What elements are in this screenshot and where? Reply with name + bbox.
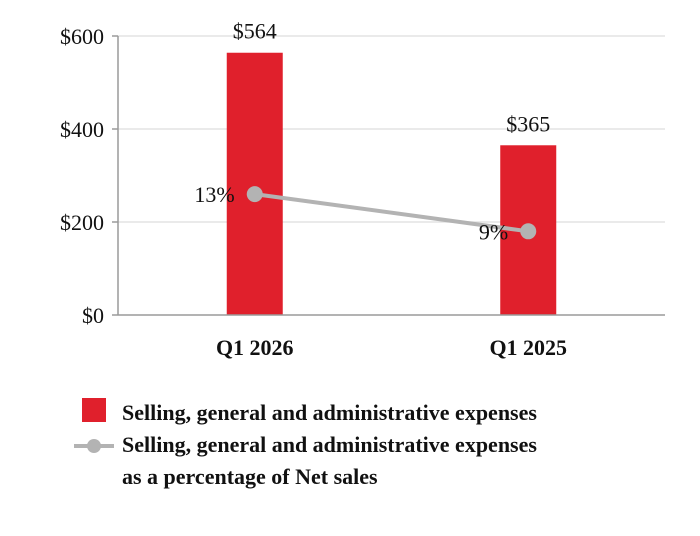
y-tick-label: $400 [60,117,104,142]
percentage-line [246,186,537,240]
y-tick-label: $600 [60,24,104,49]
gridlines [118,35,665,223]
legend-swatch-bar [82,398,106,422]
legend-label-line-2: as a percentage of Net sales [122,464,378,489]
percentage-point [520,223,537,240]
bars [226,52,557,316]
y-tick-label: $0 [82,303,104,328]
x-axis-ticks: Q1 2026 Q1 2025 [216,335,567,360]
legend-label-bar: Selling, general and administrative expe… [122,400,537,425]
percentage-point [246,186,263,203]
y-tick-label: $200 [60,210,104,235]
axes [117,36,665,316]
x-tick-label: Q1 2025 [489,335,567,360]
legend-swatch-marker [87,439,101,453]
percentage-line-path [254,192,529,234]
legend-label-line-1: Selling, general and administrative expe… [122,432,537,457]
legend: Selling, general and administrative expe… [74,398,537,489]
bar-value-label: $365 [506,111,550,136]
data-labels: $564 $365 13% 9% [194,19,550,245]
bar [226,52,283,316]
y-axis-ticks: $0 $200 $400 $600 [60,24,118,328]
percentage-label: 13% [194,182,234,207]
bar-value-label: $564 [233,19,277,44]
x-tick-label: Q1 2026 [216,335,294,360]
percentage-label: 9% [479,219,508,244]
